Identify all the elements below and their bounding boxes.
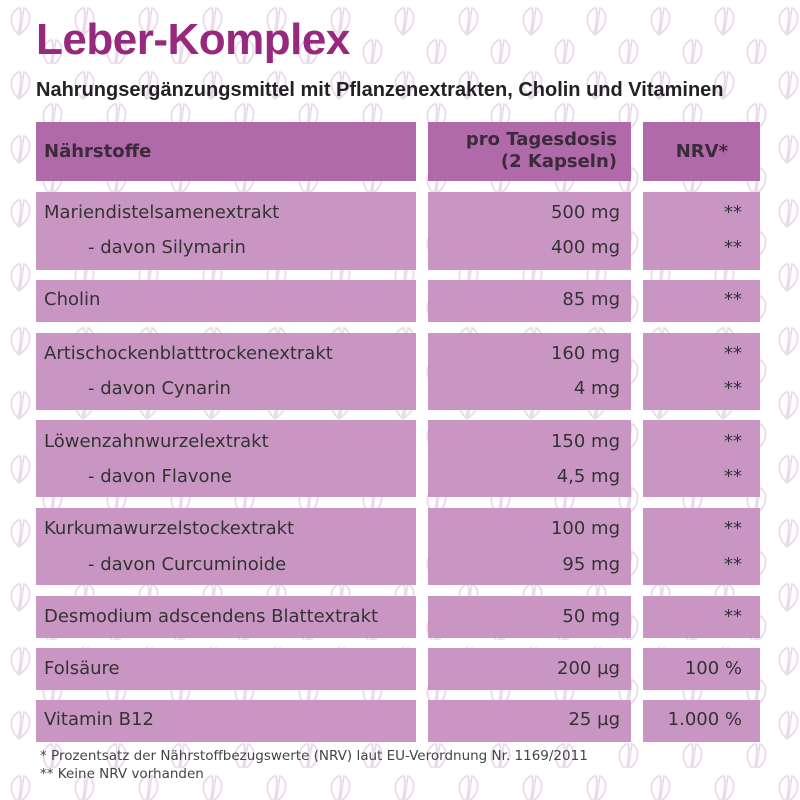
- table-group-background: [428, 596, 631, 638]
- nutrient-name: Artischockenblatttrockenextrakt: [44, 343, 333, 364]
- header-dose-label: pro Tagesdosis: [465, 129, 617, 150]
- table-group-background: [643, 508, 760, 585]
- table-group-background: [428, 280, 631, 322]
- nutrient-name: Folsäure: [44, 658, 120, 679]
- nutrient-nrv: **: [724, 554, 742, 575]
- header-dose-sublabel: (2 Kapseln): [500, 151, 617, 172]
- nutrient-dose: 4,5 mg: [556, 466, 620, 487]
- table-group-background: [36, 333, 416, 410]
- nutrient-name: Cholin: [44, 289, 101, 310]
- table-group-background: [643, 192, 760, 270]
- nutrient-subname: - davon Silymarin: [88, 237, 246, 258]
- table-group-background: [428, 508, 631, 585]
- nutrient-subname: - davon Curcuminoide: [88, 554, 287, 575]
- nutrient-name: Löwenzahnwurzelextrakt: [44, 431, 269, 452]
- nutrient-subname: - davon Cynarin: [88, 378, 231, 399]
- nutrient-nrv: **: [724, 237, 742, 258]
- table-group-background: [643, 333, 760, 410]
- nutrient-dose: 200 µg: [557, 658, 620, 679]
- nutrient-nrv: **: [724, 466, 742, 487]
- footnote-no-nrv: ** Keine NRV vorhanden: [40, 766, 204, 782]
- nutrient-dose: 160 mg: [550, 343, 620, 364]
- table-group-background: [36, 192, 416, 270]
- nutrient-dose: 50 mg: [562, 606, 620, 627]
- table-group-background: [428, 333, 631, 410]
- table-group-background: [36, 420, 416, 497]
- table-group-background: [643, 700, 760, 742]
- table-group-background: [643, 596, 760, 638]
- nutrient-nrv: **: [724, 378, 742, 399]
- nutrient-nrv: 1.000 %: [667, 709, 742, 730]
- header-nrv-cell: [643, 122, 760, 181]
- page-subtitle: Nahrungsergänzungsmittel mit Pflanzenext…: [36, 79, 724, 101]
- page-title: Leber-Komplex: [36, 15, 350, 64]
- table-group-background: [428, 648, 631, 690]
- nutrient-nrv: **: [724, 431, 742, 452]
- table-group-background: [643, 280, 760, 322]
- nutrient-name: Kurkumawurzelstockextrakt: [44, 518, 295, 539]
- header-nutrients-label: Nährstoffe: [44, 141, 152, 162]
- nutrient-name: Desmodium adscendens Blattextrakt: [44, 606, 379, 627]
- nutrient-nrv: 100 %: [684, 658, 742, 679]
- nutrient-nrv: **: [724, 202, 742, 223]
- table-group-background: [36, 280, 416, 322]
- table-group-background: [428, 420, 631, 497]
- nutrient-dose: 4 mg: [573, 378, 620, 399]
- table-group-background: [36, 596, 416, 638]
- table-group-background: [428, 192, 631, 270]
- nutrient-dose: 25 µg: [568, 709, 620, 730]
- nutrient-dose: 85 mg: [562, 289, 620, 310]
- nutrient-nrv: **: [724, 343, 742, 364]
- nutrient-dose: 100 mg: [550, 518, 620, 539]
- nutrient-dose: 500 mg: [550, 202, 620, 223]
- table-group-background: [36, 700, 416, 742]
- nutrient-name: Vitamin B12: [44, 709, 154, 730]
- table-group-background: [643, 420, 760, 497]
- nutrient-name: Mariendistelsamenextrakt: [44, 202, 280, 223]
- nutrient-nrv: **: [724, 518, 742, 539]
- table-group-background: [643, 648, 760, 690]
- table-group-background: [36, 508, 416, 585]
- nutrient-dose: 95 mg: [562, 554, 620, 575]
- header-dose-cell: [428, 122, 631, 181]
- nutrient-nrv: **: [724, 606, 742, 627]
- nutrient-dose: 400 mg: [550, 237, 620, 258]
- nutrient-dose: 150 mg: [550, 431, 620, 452]
- nutrient-subname: - davon Flavone: [88, 466, 232, 487]
- footnote-nrv: * Prozentsatz der Nährstoffbezugswerte (…: [40, 748, 588, 764]
- header-nrv-label: NRV*: [675, 141, 728, 162]
- header-nutrients-cell: [36, 122, 416, 181]
- table-group-background: [36, 648, 416, 690]
- table-group-background: [428, 700, 631, 742]
- nutrient-nrv: **: [724, 289, 742, 310]
